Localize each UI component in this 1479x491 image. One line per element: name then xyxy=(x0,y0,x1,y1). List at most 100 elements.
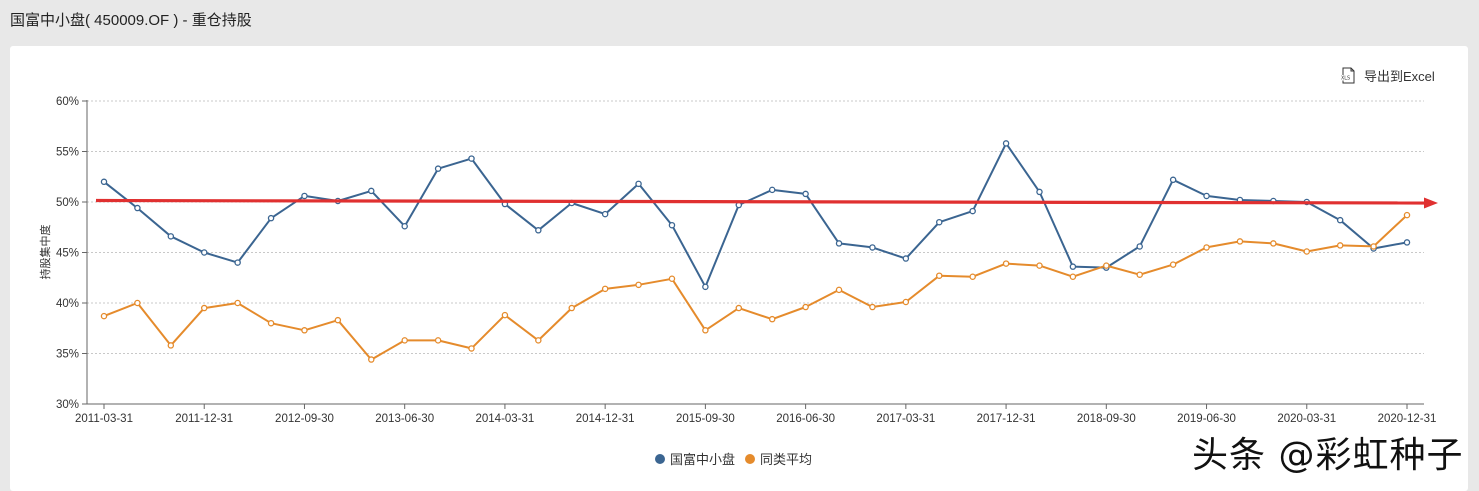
data-point[interactable] xyxy=(601,210,609,218)
data-point[interactable] xyxy=(1403,239,1411,246)
data-point[interactable] xyxy=(601,285,609,293)
data-point[interactable] xyxy=(702,327,709,334)
page-title: 国富中小盘( 450009.OF ) - 重仓持股 xyxy=(10,12,252,29)
svg-text:XLS: XLS xyxy=(1341,76,1350,82)
legend-dot-icon xyxy=(745,453,756,464)
y-tick-label: 40% xyxy=(56,298,79,310)
y-tick-label: 30% xyxy=(56,399,79,411)
data-point[interactable] xyxy=(468,345,475,352)
data-point[interactable] xyxy=(635,180,642,188)
data-point[interactable] xyxy=(267,319,275,327)
data-point[interactable] xyxy=(802,190,809,198)
data-point[interactable] xyxy=(301,327,308,334)
data-point[interactable] xyxy=(167,233,175,240)
data-point[interactable] xyxy=(1336,216,1344,224)
data-point[interactable] xyxy=(200,304,208,312)
data-point[interactable] xyxy=(768,186,776,194)
series-peer-average xyxy=(100,211,1411,363)
data-point[interactable] xyxy=(134,204,141,212)
x-tick-label: 2011-03-31 xyxy=(75,413,133,425)
y-tick-label: 60% xyxy=(56,96,79,108)
data-point[interactable] xyxy=(702,283,709,291)
data-point[interactable] xyxy=(334,316,342,324)
data-point[interactable] xyxy=(434,337,442,344)
y-tick-label: 55% xyxy=(56,147,79,159)
data-point[interactable] xyxy=(869,244,876,251)
x-tick-label: 2014-03-31 xyxy=(476,413,535,425)
data-point[interactable] xyxy=(434,165,442,172)
data-point[interactable] xyxy=(635,281,642,289)
legend-item-peer-average[interactable]: 同类平均 xyxy=(745,449,812,468)
data-point[interactable] xyxy=(1036,262,1043,269)
data-point[interactable] xyxy=(1002,260,1010,267)
data-point[interactable] xyxy=(768,315,776,323)
data-point[interactable] xyxy=(936,218,943,226)
y-axis: 30% 35% 40% 45% 50% 55% 60% xyxy=(56,96,88,411)
data-point[interactable] xyxy=(835,240,843,247)
data-point[interactable] xyxy=(234,259,241,266)
data-point[interactable] xyxy=(735,304,743,312)
series-fund xyxy=(100,140,1411,291)
data-point[interactable] xyxy=(1036,188,1043,196)
data-point[interactable] xyxy=(301,192,308,200)
data-point[interactable] xyxy=(1236,238,1244,245)
data-point[interactable] xyxy=(1169,261,1177,268)
data-point[interactable] xyxy=(501,311,509,319)
data-point[interactable] xyxy=(368,356,375,363)
data-point[interactable] xyxy=(535,227,542,234)
data-point[interactable] xyxy=(1270,240,1277,247)
x-axis: 2011-03-31 2011-12-31 2012-09-30 2013-06-30… xyxy=(75,403,1437,425)
x-tick-label: 2018-09-30 xyxy=(1077,413,1136,425)
data-point[interactable] xyxy=(535,337,542,344)
x-tick-label: 2017-03-31 xyxy=(876,413,935,425)
data-point[interactable] xyxy=(668,221,676,229)
data-point[interactable] xyxy=(1069,263,1077,270)
data-point[interactable] xyxy=(1203,244,1210,251)
line-chart: 30% 35% 40% 45% 50% 55% 60% 2011-03-31 2011-12-… xyxy=(38,96,1438,425)
export-excel-button[interactable]: XLS 导出到Excel xyxy=(1340,66,1435,85)
data-point[interactable] xyxy=(368,187,375,195)
y-tick-label: 35% xyxy=(56,349,79,361)
data-point[interactable] xyxy=(1336,242,1344,249)
data-point[interactable] xyxy=(969,273,976,280)
legend-item-fund[interactable]: 国富中小盘 xyxy=(655,449,735,468)
data-point[interactable] xyxy=(902,298,910,306)
data-point[interactable] xyxy=(1002,140,1010,147)
data-point[interactable] xyxy=(401,222,408,230)
data-point[interactable] xyxy=(1136,243,1143,250)
data-point[interactable] xyxy=(200,249,208,256)
data-point[interactable] xyxy=(401,337,408,344)
y-tick-label: 45% xyxy=(56,248,79,260)
data-point[interactable] xyxy=(1403,211,1411,219)
series-lines xyxy=(100,140,1411,363)
data-point[interactable] xyxy=(1203,192,1210,200)
data-point[interactable] xyxy=(1069,273,1077,280)
x-tick-label: 2019-06-30 xyxy=(1177,413,1236,425)
data-point[interactable] xyxy=(568,304,575,312)
data-point[interactable] xyxy=(167,342,175,349)
data-point[interactable] xyxy=(234,299,241,307)
data-point[interactable] xyxy=(468,155,475,162)
data-point[interactable] xyxy=(835,286,843,294)
data-point[interactable] xyxy=(1169,176,1177,184)
data-point[interactable] xyxy=(668,275,676,283)
data-point[interactable] xyxy=(100,178,108,186)
trend-arrow-annotation xyxy=(95,197,1438,209)
data-point[interactable] xyxy=(869,303,876,311)
data-point[interactable] xyxy=(936,272,943,279)
data-point[interactable] xyxy=(802,303,809,311)
legend-label: 同类平均 xyxy=(760,452,813,467)
data-point[interactable] xyxy=(1370,243,1377,250)
data-point[interactable] xyxy=(100,312,108,320)
data-point[interactable] xyxy=(267,214,275,222)
data-point[interactable] xyxy=(902,255,910,262)
data-point[interactable] xyxy=(1303,248,1311,255)
chart-card xyxy=(10,46,1468,491)
data-point[interactable] xyxy=(969,207,976,215)
x-tick-label: 2020-12-31 xyxy=(1378,413,1437,425)
legend-dot-icon xyxy=(655,453,665,464)
data-point[interactable] xyxy=(1103,262,1110,269)
grid-lines xyxy=(87,100,1424,354)
data-point[interactable] xyxy=(1136,271,1143,278)
data-point[interactable] xyxy=(134,299,141,307)
